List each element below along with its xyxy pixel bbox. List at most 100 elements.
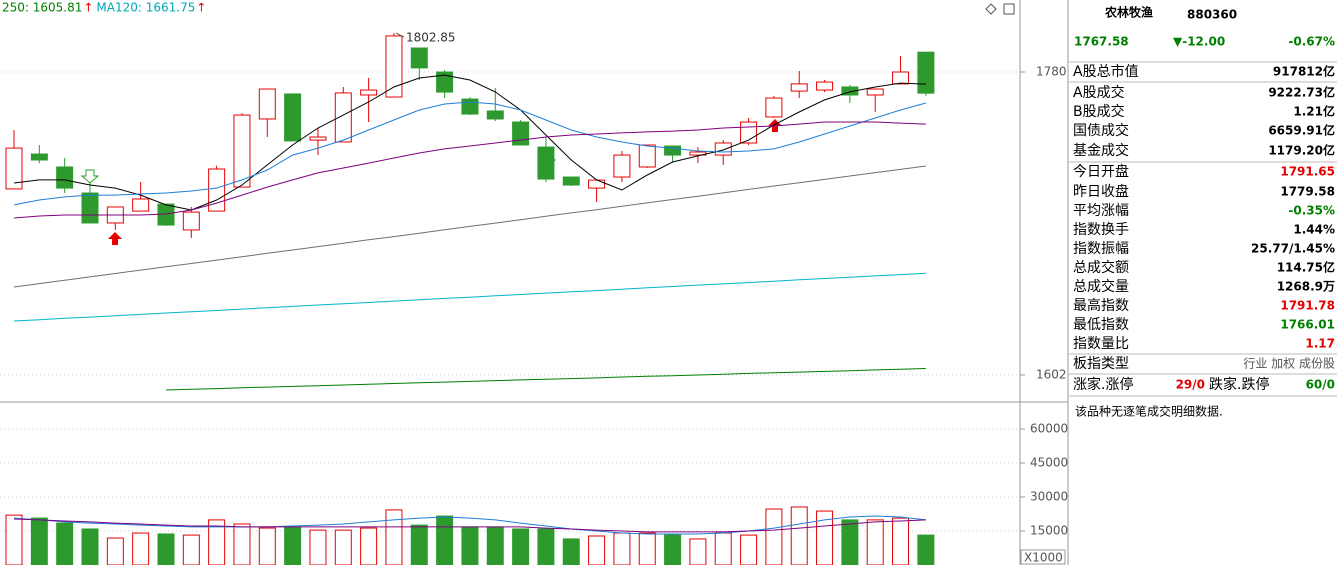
volume-bar <box>81 528 99 565</box>
volume-bar <box>866 519 884 565</box>
row-value: 1.44% <box>1293 223 1335 237</box>
candle-body <box>588 179 606 189</box>
volume-bar <box>385 509 403 565</box>
candle-body <box>258 88 276 120</box>
y-tick-label: 15000 <box>1030 524 1068 538</box>
row-value: 1.21亿 <box>1293 104 1335 119</box>
volume-bar <box>486 526 504 565</box>
candle-body <box>714 142 732 156</box>
volume-bar <box>208 519 226 565</box>
candle-body <box>486 110 504 120</box>
volume-bar <box>334 529 352 565</box>
volume-bar <box>258 527 276 565</box>
candle-body <box>5 147 23 190</box>
volume-bar <box>512 528 530 565</box>
panel-change: ▼-12.00 <box>1173 35 1225 49</box>
volume-bar <box>132 532 150 565</box>
volume-bar <box>56 522 74 565</box>
y-tick-label: 45000 <box>1030 456 1068 470</box>
y-tick-label: 1780 <box>1036 65 1067 79</box>
volume-bar <box>714 532 732 565</box>
volume-bar <box>562 538 580 565</box>
row-label: 涨家.涨停 <box>1073 376 1133 393</box>
row-value: 25.77/1.45% <box>1251 242 1335 256</box>
row-value: 1179.20亿 <box>1268 143 1335 158</box>
volume-unit: X1000 <box>1024 551 1063 565</box>
candle-body <box>360 89 378 96</box>
y-tick-label: 1602 <box>1036 367 1067 381</box>
box-icon[interactable] <box>1003 3 1015 15</box>
volume-bar <box>30 517 48 565</box>
row-value: 1268.9万 <box>1277 280 1335 294</box>
high-pointer <box>395 32 405 38</box>
row-label: 平均涨幅 <box>1073 203 1129 219</box>
volume-ma-line <box>13 518 926 533</box>
volume-bar <box>638 532 656 565</box>
row-value: 60/0 <box>1306 378 1335 392</box>
candle-body <box>410 47 428 69</box>
unit-box <box>1020 549 1066 565</box>
y-tick-label: 30000 <box>1030 490 1068 504</box>
candle-body <box>816 81 834 91</box>
volume-bar <box>740 534 758 565</box>
ma-line <box>13 272 926 322</box>
candle-body <box>638 144 656 168</box>
candle-body <box>30 153 48 161</box>
volume-bar <box>892 517 910 565</box>
ma-arrow: ↑ <box>83 1 93 15</box>
volume-bar <box>284 526 302 565</box>
row-label: 最高指数 <box>1073 297 1129 314</box>
panel-title: 农林牧渔 <box>1104 5 1153 20</box>
high-label: 1802.85 <box>406 31 456 45</box>
panel-code: 880360 <box>1187 8 1237 22</box>
row-label: 板指类型 <box>1073 356 1129 372</box>
volume-bar <box>537 528 555 565</box>
candle-body <box>208 168 226 212</box>
panel-pct: -0.67% <box>1288 35 1335 49</box>
candle-body <box>284 93 302 142</box>
diamond-icon[interactable] <box>985 3 997 15</box>
candle-body <box>56 166 74 189</box>
sell-arrow <box>80 169 100 184</box>
volume-bar <box>790 506 808 565</box>
volume-ma-line <box>13 515 926 535</box>
row-value: 6659.91亿 <box>1268 123 1335 138</box>
candle-body <box>866 88 884 96</box>
candle-body <box>790 83 808 92</box>
ma-line <box>13 101 927 206</box>
row-value: 1.17 <box>1305 337 1335 351</box>
volume-bar <box>436 515 454 565</box>
volume-bar <box>410 524 428 565</box>
volume-bar <box>182 534 200 565</box>
row-label: 总成交量 <box>1073 278 1129 295</box>
volume-bar <box>664 534 682 565</box>
row-value: 1766.01 <box>1280 318 1335 332</box>
candle-body <box>132 198 150 212</box>
row-value: 917812亿 <box>1273 64 1335 79</box>
buy-arrow <box>108 232 122 245</box>
ma-line <box>13 165 926 288</box>
row-label: 指数振幅 <box>1073 241 1129 257</box>
ma-label: MA120: 1661.75 <box>96 1 195 15</box>
row-value: 9222.73亿 <box>1268 85 1335 100</box>
row-label: 今日开盘 <box>1073 163 1129 180</box>
volume-bar <box>917 534 935 565</box>
row-value: 29/0 <box>1176 378 1205 392</box>
candle-body <box>512 121 530 146</box>
row-value: -0.35% <box>1288 204 1335 218</box>
candle-body <box>664 145 682 156</box>
toolbar-icons[interactable] <box>985 3 1015 15</box>
row-value: 1779.58 <box>1280 185 1335 199</box>
row-label: 最低指数 <box>1073 317 1129 333</box>
candle-body <box>917 51 935 94</box>
candle-body <box>385 35 403 98</box>
row-value: 1791.65 <box>1280 165 1335 179</box>
volume-bar <box>233 523 251 565</box>
volume-bar <box>841 519 859 565</box>
candle-body <box>334 92 352 143</box>
candle-body <box>309 136 327 141</box>
panel-price: 1767.58 <box>1074 35 1129 49</box>
ma-arrow: ↑ <box>196 1 206 15</box>
row-label: 总成交额 <box>1073 259 1129 276</box>
